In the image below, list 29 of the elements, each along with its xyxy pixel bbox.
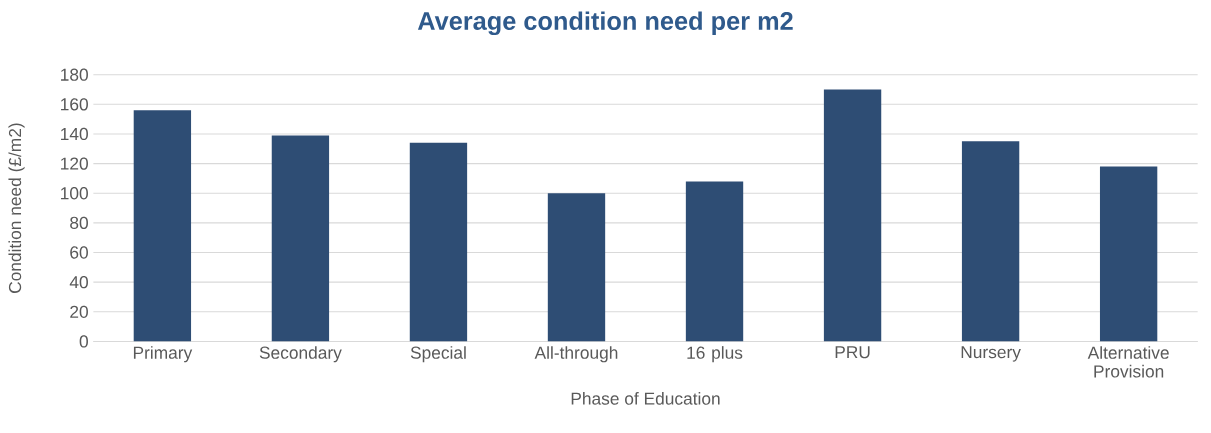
bar xyxy=(685,181,744,342)
bar xyxy=(271,135,330,342)
y-axis-title: Condition need (£/m2) xyxy=(8,123,25,293)
y-tick-label: 20 xyxy=(70,305,88,318)
x-tick-label: Special xyxy=(410,345,466,363)
y-tick-label: 160 xyxy=(61,97,88,111)
chart-title: Average condition need per m2 xyxy=(417,11,793,35)
y-tick-label: 80 xyxy=(70,216,88,229)
x-tick-label: Primary xyxy=(133,345,193,363)
bar xyxy=(1099,166,1158,342)
y-tick-label: 40 xyxy=(69,275,88,289)
y-tick-label: 0 xyxy=(79,335,88,348)
x-tick-label: All-through xyxy=(534,345,618,363)
x-tick-label: 16 plus xyxy=(687,345,743,363)
bar xyxy=(133,110,192,342)
x-axis-title: Phase of Education xyxy=(571,391,720,405)
bar xyxy=(409,142,468,342)
y-tick-label: 120 xyxy=(61,157,88,170)
bar xyxy=(961,141,1020,342)
bar xyxy=(547,193,606,342)
bar xyxy=(823,89,882,342)
x-tick-label: Alternative Provision xyxy=(1087,345,1169,378)
y-tick-label: 100 xyxy=(61,186,88,200)
x-tick-label: Secondary xyxy=(259,345,342,363)
y-tick-label: 180 xyxy=(61,68,88,81)
x-tick-label: PRU xyxy=(835,345,870,359)
x-tick-label: Nursery xyxy=(961,345,1021,362)
y-tick-label: 60 xyxy=(70,246,88,259)
y-tick-label: 140 xyxy=(61,127,88,140)
